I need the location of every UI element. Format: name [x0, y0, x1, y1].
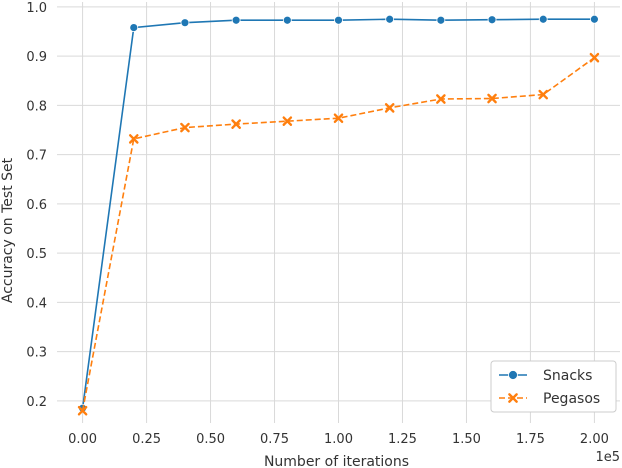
x-offset-label: 1e5: [595, 450, 620, 465]
legend-x-marker: [508, 393, 518, 403]
grid: [57, 2, 620, 423]
y-tick-label-6: 0.8: [26, 99, 47, 114]
point-pegasos-2: [180, 122, 190, 133]
point-snacks-8: [487, 15, 497, 25]
legend: Snacks Pegasos: [490, 360, 617, 413]
point-snacks-1: [129, 23, 139, 33]
x-tick-label-4: 1.00: [324, 432, 353, 447]
legend-marker-pegasos: [508, 393, 518, 403]
y-tick-label-4: 0.6: [26, 198, 47, 213]
point-pegasos-4: [282, 116, 293, 126]
point-snacks-10: [590, 14, 599, 24]
y-tick-labels: 0.2 0.3 0.4 0.5 0.6 0.7 0.8 0.9 1.0: [26, 1, 47, 410]
point-pegasos-6: [384, 103, 395, 113]
y-tick-label-7: 0.9: [26, 50, 47, 65]
x-tick-label-5: 1.25: [388, 432, 417, 447]
legend-box: [490, 360, 617, 413]
point-snacks-7: [436, 15, 446, 25]
point-snacks-9: [538, 14, 548, 24]
point-snacks-4: [282, 15, 292, 25]
y-tick-label-1: 0.3: [26, 346, 47, 361]
point-pegasos-1: [128, 134, 139, 144]
point-pegasos-7: [436, 94, 446, 104]
point-snacks-2: [180, 18, 190, 28]
x-tick-label-3: 0.75: [260, 432, 289, 447]
x-tick-label-8: 2.00: [580, 432, 609, 447]
y-tick-label-0: 0.2: [26, 395, 47, 410]
y-tick-label-2: 0.4: [26, 296, 47, 311]
point-pegasos-8: [487, 93, 497, 104]
point-pegasos-5: [333, 113, 344, 124]
point-pegasos-3: [231, 119, 241, 129]
x-tick-labels: 0.00 0.25 0.50 0.75 1.00 1.25 1.50 1.75 2.00: [68, 432, 609, 447]
series-lines: [77, 14, 600, 416]
x-tick-label-7: 1.75: [516, 432, 545, 447]
point-pegasos-9: [538, 89, 549, 100]
x-tick-label-1: 0.25: [132, 432, 161, 447]
y-tick-label-3: 0.5: [26, 247, 47, 262]
point-snacks-3: [231, 15, 241, 25]
point-snacks-6: [385, 14, 395, 24]
y-tick-label-8: 1.0: [26, 1, 47, 16]
point-pegasos-0: [77, 405, 88, 416]
legend-marker-snacks: [508, 370, 518, 380]
y-tick-label-5: 0.7: [26, 149, 47, 164]
legend-label-pegasos: Pegasos: [543, 391, 600, 407]
x-tick-label-6: 1.50: [452, 432, 481, 447]
legend-label-snacks: Snacks: [543, 368, 592, 384]
point-snacks-5: [334, 15, 343, 25]
x-axis-label: Number of iterations: [264, 454, 409, 468]
x-tick-label-2: 0.50: [196, 432, 225, 447]
x-tick-label-0: 0.00: [68, 432, 97, 447]
point-pegasos-10: [589, 52, 600, 63]
y-axis-label: Accuracy on Test Set: [0, 157, 16, 303]
